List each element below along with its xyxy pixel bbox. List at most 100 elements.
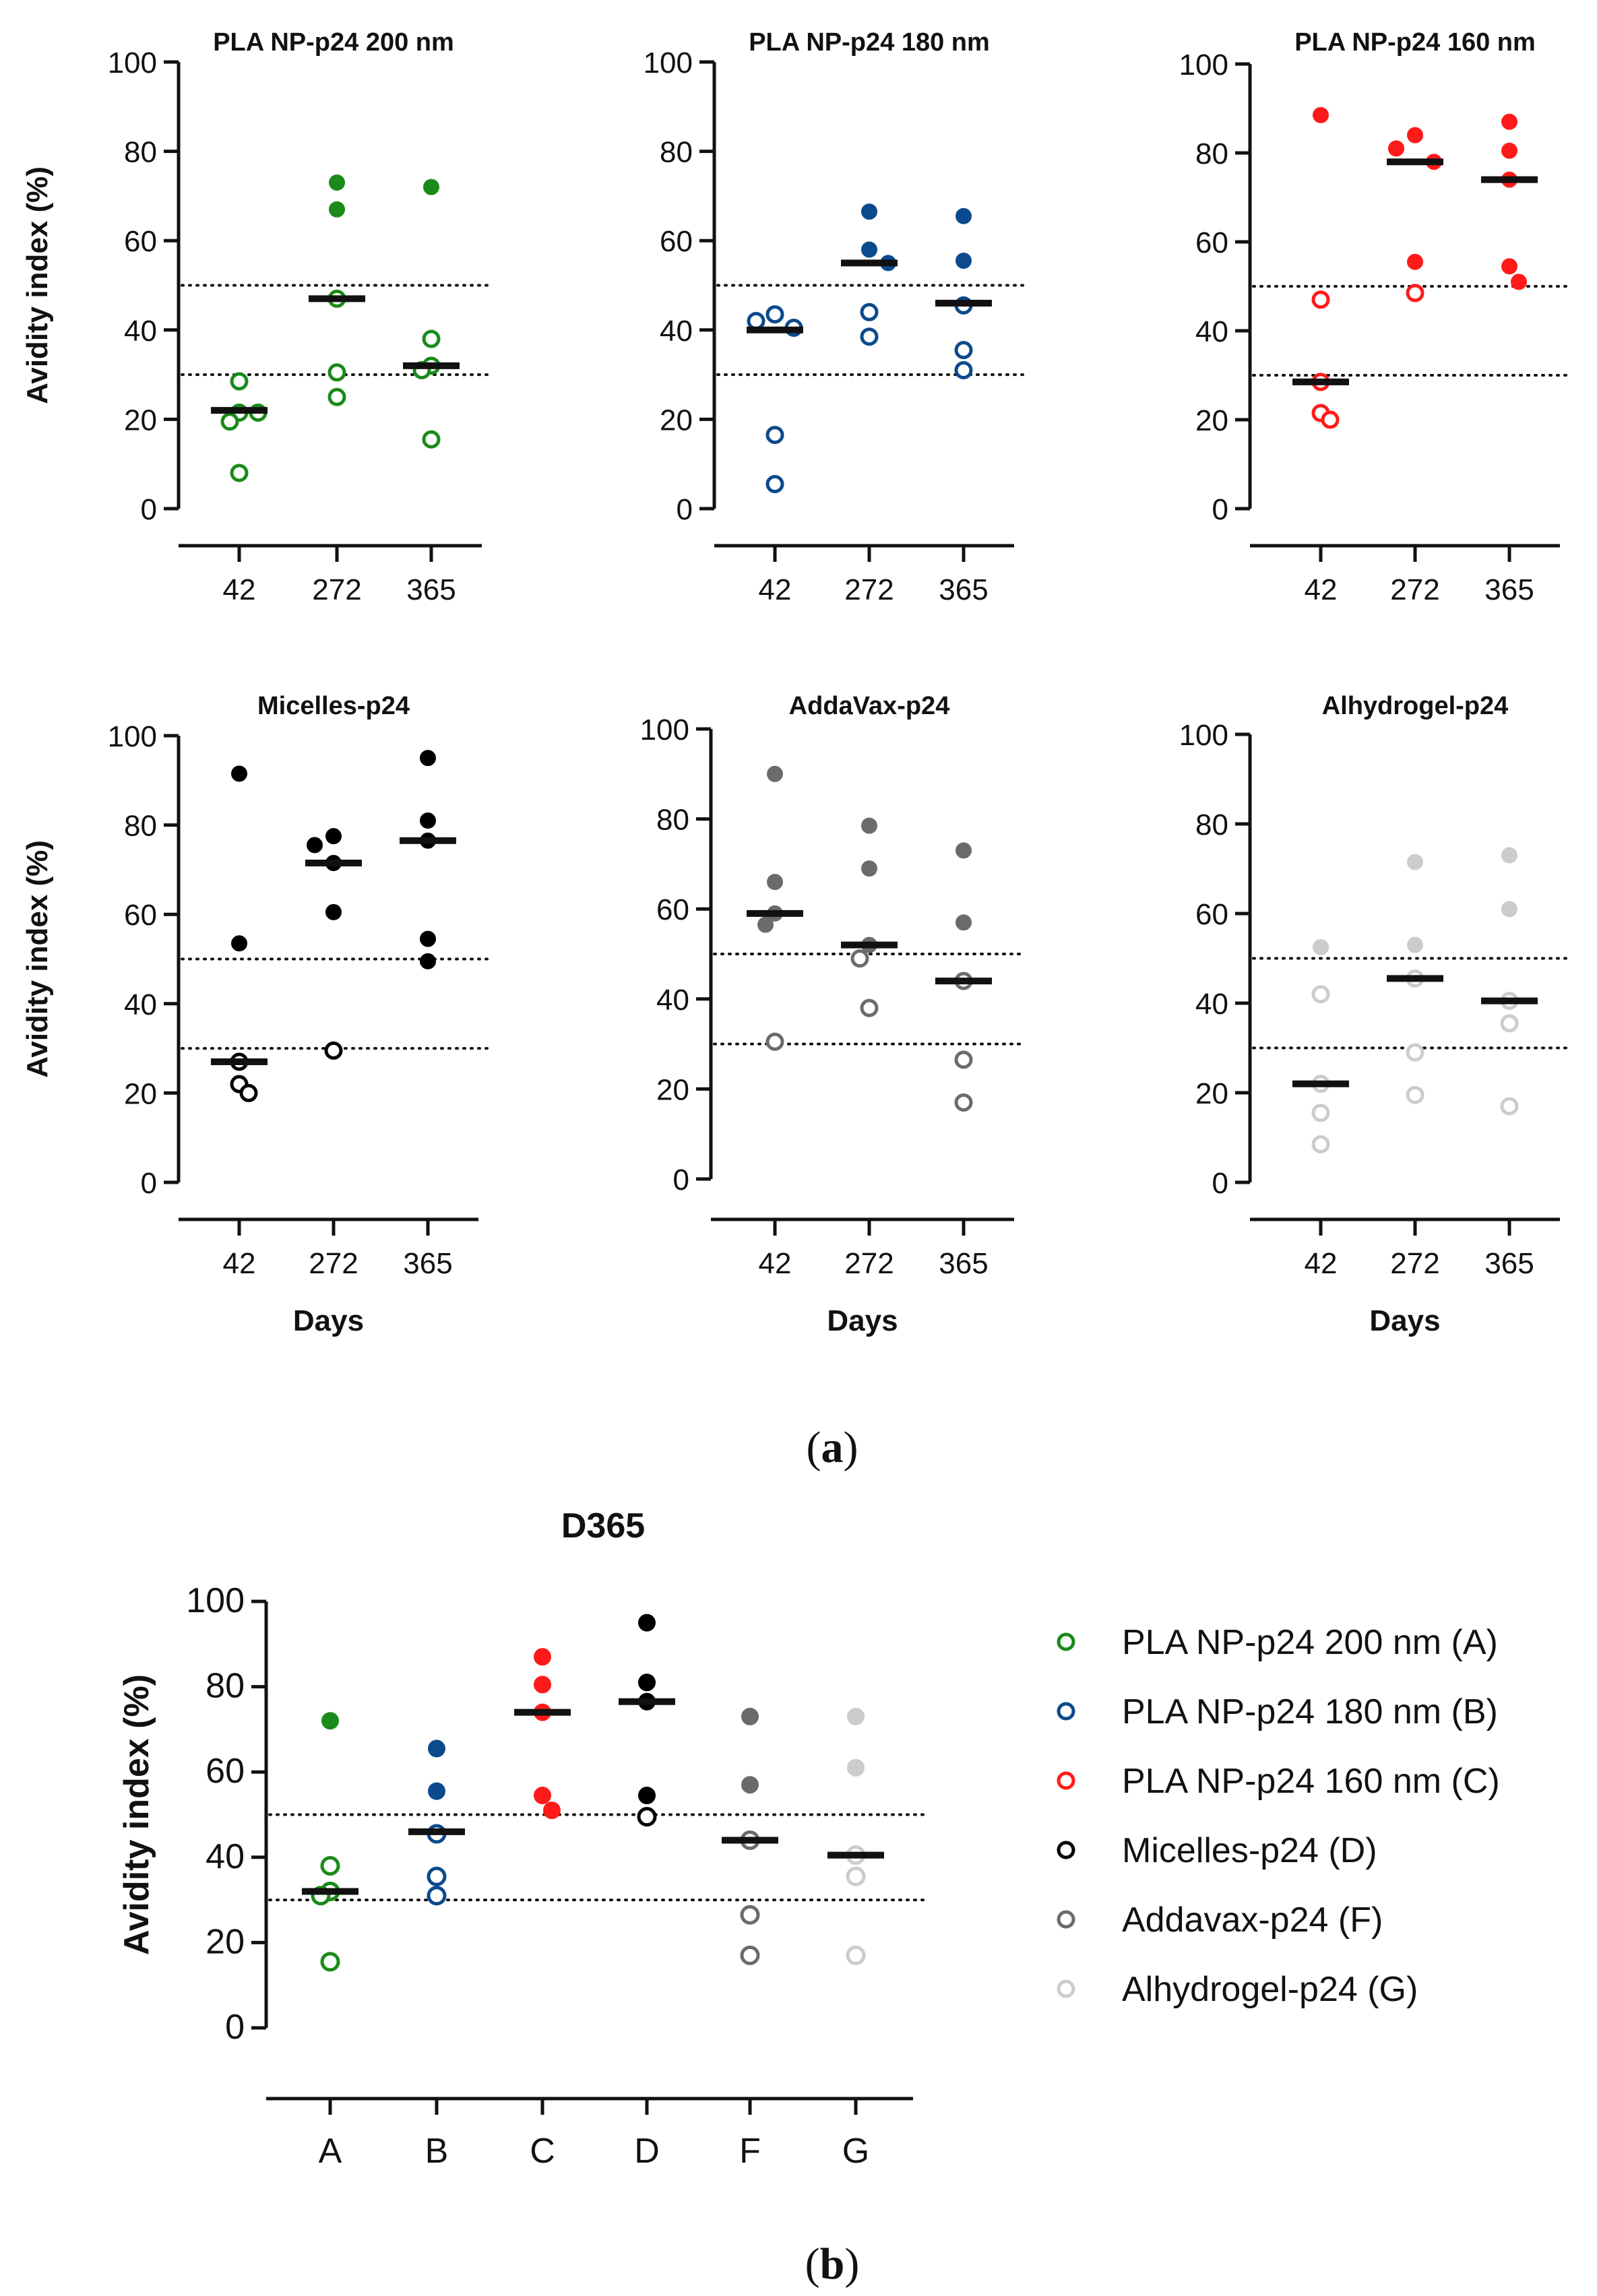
chart-title: D365	[561, 1506, 645, 1545]
y-tick-label: 100	[186, 1581, 245, 1620]
chart-G: Alhydrogel-p24 0 20 40 60 80 100 42 272 365 Days	[1179, 692, 1571, 1337]
data-point	[1313, 938, 1329, 955]
data-point	[767, 874, 783, 891]
x-tick-label: 42	[223, 573, 256, 606]
y-tick-label: 100	[108, 46, 157, 79]
legend-label: Alhydrogel-p24 (G)	[1122, 1970, 1418, 2009]
data-point	[1511, 274, 1527, 290]
chart-title: Alhydrogel-p24	[1322, 692, 1509, 720]
x-tick-label: A	[319, 2132, 342, 2171]
x-tick-label: 272	[1390, 1247, 1439, 1280]
data-point	[847, 1707, 865, 1725]
data-point	[420, 953, 436, 969]
data-point	[954, 1093, 973, 1112]
data-point	[741, 1776, 759, 1794]
data-point	[231, 765, 247, 782]
data-point	[740, 1945, 760, 1965]
y-tick-label: 20	[206, 1922, 245, 1961]
data-point	[420, 750, 436, 767]
chart-D365: D365 0 20 40 60 80 100 A B C D F G Avidity index (%) P…	[117, 1506, 1500, 2171]
data-point	[1406, 1085, 1424, 1104]
data-point	[1501, 113, 1517, 130]
data-point	[1500, 1014, 1519, 1033]
data-point	[954, 360, 973, 379]
x-tick-label: B	[425, 2132, 449, 2171]
data-point	[765, 1032, 784, 1051]
data-point	[846, 1945, 866, 1965]
legend-label: PLA NP-p24 160 nm (C)	[1122, 1762, 1500, 1801]
x-tick-label: 272	[312, 573, 361, 606]
data-point	[741, 1707, 759, 1725]
y-tick-label: 20	[660, 404, 693, 437]
data-point	[637, 1807, 657, 1827]
data-point	[767, 765, 783, 782]
data-point	[534, 1787, 551, 1805]
x-tick-label: G	[842, 2132, 869, 2171]
y-tick-label: 60	[656, 893, 689, 926]
x-tick-label: 42	[223, 1247, 256, 1280]
data-point	[325, 903, 342, 920]
data-point	[861, 203, 877, 220]
data-point	[427, 1886, 447, 1906]
x-tick-label: 42	[1305, 573, 1338, 606]
data-point	[327, 387, 346, 406]
y-tick-label: 20	[1195, 1077, 1228, 1110]
data-point	[1406, 1043, 1424, 1062]
data-point	[740, 1905, 760, 1925]
data-point	[765, 426, 784, 445]
data-point	[765, 305, 784, 324]
data-point	[1407, 936, 1423, 953]
data-point	[846, 1866, 866, 1886]
chart-title: Micelles-p24	[257, 692, 410, 720]
data-point	[1501, 847, 1517, 864]
y-tick-label: 0	[141, 493, 157, 526]
y-tick-label: 0	[1212, 493, 1228, 526]
data-point	[320, 1855, 340, 1876]
y-tick-label: 40	[124, 315, 157, 348]
charts-layer: PLA NP-p24 200 nm 0 20 40 60 80 100 42 272 365 Avi…	[21, 28, 1571, 2171]
x-tick-label: 365	[939, 573, 988, 606]
legend-marker	[1057, 1632, 1075, 1651]
data-point	[860, 998, 879, 1017]
data-point	[324, 1041, 343, 1060]
legend-marker	[1057, 1979, 1075, 1998]
y-tick-label: 60	[1195, 226, 1228, 259]
data-point	[861, 860, 877, 877]
data-point	[1407, 127, 1423, 144]
data-point	[954, 341, 973, 360]
data-point	[420, 812, 436, 829]
data-point	[231, 935, 247, 952]
chart-title: PLA NP-p24 160 nm	[1294, 28, 1536, 57]
x-tick-label: 272	[309, 1247, 358, 1280]
y-tick-label: 80	[660, 136, 693, 169]
chart-F: AddaVax-p24 0 20 40 60 80 100 42 272 365 Days	[640, 692, 1026, 1337]
data-point	[861, 817, 877, 834]
data-point	[230, 372, 249, 391]
y-tick-label: 100	[108, 720, 157, 753]
data-point	[638, 1787, 656, 1805]
data-point	[325, 828, 342, 845]
caption-b: (b)	[805, 2239, 860, 2289]
legend-marker	[1057, 1702, 1075, 1721]
chart-D: Micelles-p24 0 20 40 60 80 100 42 272 365 Avidity …	[21, 692, 490, 1337]
legend-label: Addavax-p24 (F)	[1122, 1901, 1383, 1940]
data-point	[329, 201, 345, 218]
y-axis-title: Avidity index (%)	[21, 166, 54, 404]
x-tick-label: 365	[403, 1247, 452, 1280]
data-point	[327, 363, 346, 382]
data-point	[239, 1083, 258, 1102]
y-tick-label: 40	[124, 988, 157, 1021]
data-point	[860, 302, 879, 321]
data-point	[329, 174, 345, 191]
data-point	[747, 312, 765, 331]
y-tick-label: 80	[124, 810, 157, 843]
data-point	[638, 1614, 656, 1632]
y-tick-label: 20	[1195, 404, 1228, 437]
y-tick-label: 100	[1179, 49, 1228, 82]
legend-label: PLA NP-p24 200 nm (A)	[1122, 1623, 1498, 1662]
y-tick-label: 20	[124, 404, 157, 437]
y-tick-label: 100	[1179, 719, 1228, 752]
y-tick-label: 60	[206, 1752, 245, 1791]
y-tick-label: 60	[660, 225, 693, 258]
y-tick-label: 80	[124, 136, 157, 169]
